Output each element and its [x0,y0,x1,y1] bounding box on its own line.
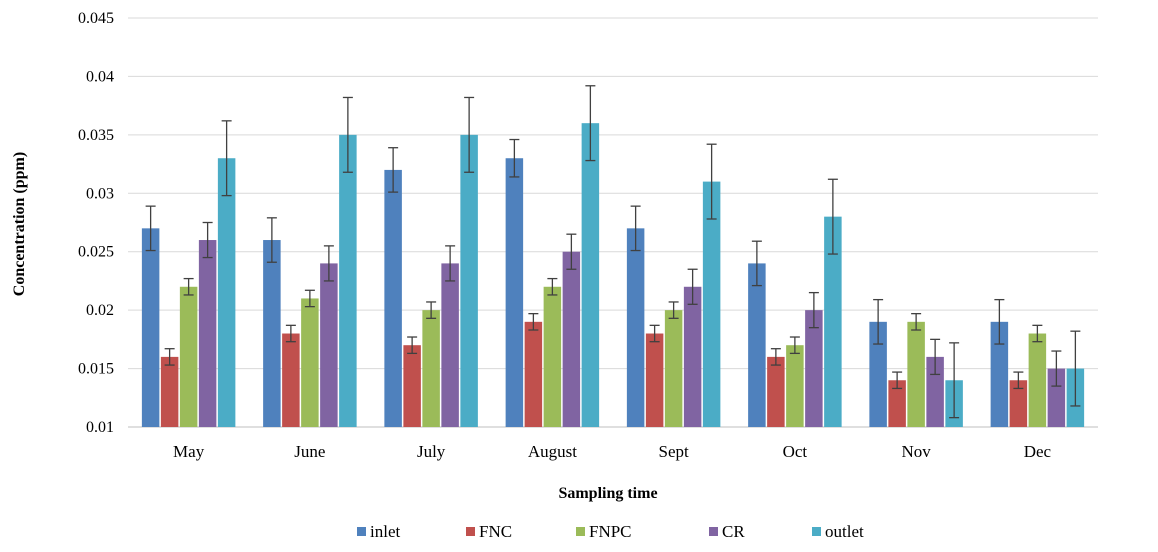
bar-inlet-oct [748,263,766,427]
bar-outlet-may [218,158,236,427]
legend-swatch-fnpc [576,527,585,536]
bar-inlet-july [384,170,402,427]
bar-inlet-june [263,240,281,427]
y-tick-label: 0.025 [78,244,114,261]
y-tick-label: 0.03 [86,185,114,202]
bar-fnc-oct [767,357,785,427]
legend-label-inlet: inlet [370,522,400,541]
bar-fnpc-nov [907,322,925,427]
bar-inlet-august [506,158,524,427]
y-tick-label: 0.045 [78,10,114,27]
bar-inlet-sept [627,228,645,427]
y-axis-title: Concentration (ppm) [11,152,28,296]
x-tick-label: May [173,442,205,461]
x-tick-label: Oct [783,442,808,461]
bar-fnpc-august [544,287,562,427]
legend-label-fnpc: FNPC [589,522,632,541]
legend-label-outlet: outlet [825,522,864,541]
legend-label-cr: CR [722,522,745,541]
legend-swatch-fnc [466,527,475,536]
y-tick-label: 0.01 [86,419,114,436]
y-tick-labels: 0.01 0.015 0.02 0.025 0.03 0.035 0.04 0.045 [78,10,114,436]
bar-cr-june [320,263,338,427]
bar-cr-sept [684,287,702,427]
bar-outlet-july [460,135,478,427]
bar-fnc-may [161,357,179,427]
x-tick-label: Nov [901,442,931,461]
bar-fnc-sept [646,334,664,427]
x-tick-label: Dec [1024,442,1052,461]
x-tick-labels: May June July August Sept Oct Nov Dec [173,442,1051,461]
y-tick-label: 0.015 [78,361,114,378]
x-tick-label: August [528,442,577,461]
y-tick-label: 0.04 [86,68,114,85]
bar-fnpc-sept [665,310,683,427]
bar-cr-august [563,252,581,427]
bar-outlet-june [339,135,357,427]
legend: inlet FNC FNPC CR outlet [357,522,864,541]
bar-fnpc-oct [786,345,804,427]
x-axis-title: Sampling time [558,485,657,502]
bar-outlet-august [582,123,600,427]
bar-cr-may [199,240,217,427]
y-tick-label: 0.035 [78,127,114,144]
bars [142,123,1084,427]
bar-fnpc-june [301,298,319,427]
legend-swatch-cr [709,527,718,536]
legend-swatch-outlet [812,527,821,536]
bar-fnc-june [282,334,300,427]
x-tick-label: July [417,442,446,461]
legend-label-fnc: FNC [479,522,512,541]
bar-cr-july [441,263,459,427]
bar-fnpc-dec [1029,334,1047,427]
bar-inlet-may [142,228,160,427]
x-tick-label: June [294,442,325,461]
bar-fnpc-july [422,310,440,427]
bar-fnc-august [525,322,543,427]
bar-fnc-july [403,345,421,427]
legend-swatch-inlet [357,527,366,536]
bar-fnpc-may [180,287,198,427]
y-tick-label: 0.02 [86,302,114,319]
x-tick-label: Sept [659,442,690,461]
